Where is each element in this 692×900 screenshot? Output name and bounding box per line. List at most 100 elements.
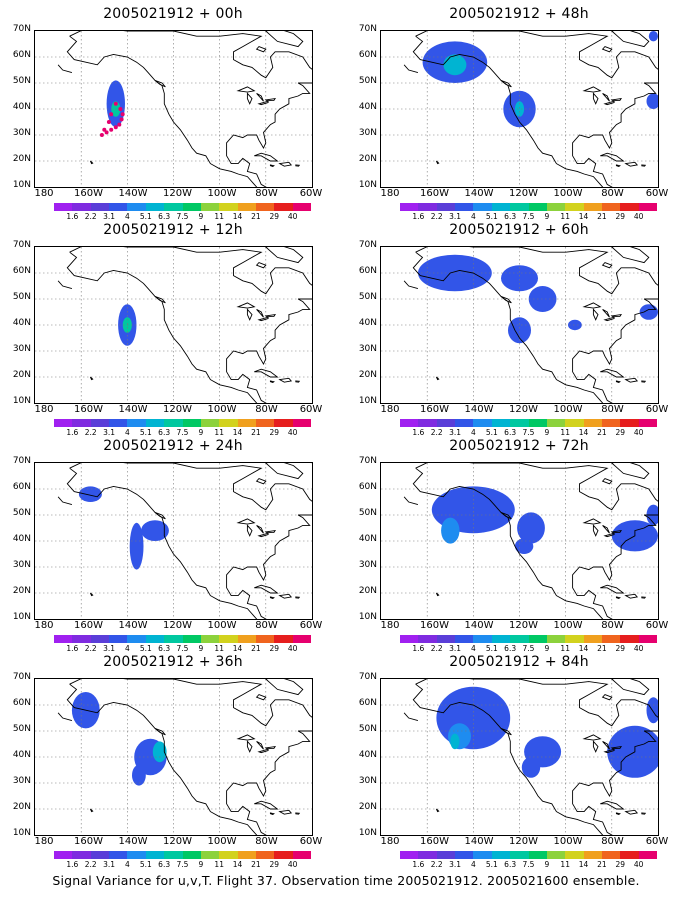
coastline [435,376,440,381]
colorbar [400,419,658,427]
latitude-label: 70N [358,24,377,34]
longitude-label: 120W [163,404,192,415]
coastline [641,596,647,599]
latitude-label: 70N [12,456,31,466]
colorbar-swatch [638,851,658,859]
colorbar [54,851,312,859]
colorbar-label: 14 [232,212,243,221]
coastline [592,92,599,105]
colorbar-label: 2.2 [84,860,97,869]
latitude-label: 40N [358,534,377,544]
coastline [264,98,277,102]
coastline [435,592,440,597]
latitude-label: 20N [358,370,377,380]
latitude-label: 70N [12,672,31,682]
map-plot-area [34,678,313,836]
colorbar-swatch [219,851,238,859]
latitude-label: 30N [12,128,31,138]
colorbar-swatch [127,203,146,211]
colorbar-swatch [455,635,474,643]
coastline [412,31,658,187]
colorbar-label: 14 [578,212,589,221]
coastline [582,86,602,93]
longitude-label: 80W [255,620,278,631]
colorbar-swatch [219,419,238,427]
longitude-label: 100W [207,620,237,631]
colorbar-label: 21 [597,428,607,437]
colorbar-swatch [292,203,312,211]
latitude-label: 70N [12,24,31,34]
map-panel: 2005021912 + 36h 70N 60N 50N 40N 30N 20N 10N 180… [0,648,346,869]
colorbar-swatch [54,851,73,859]
coastline [154,511,166,520]
longitude-label: 60W [645,188,669,199]
coastline [592,308,599,321]
longitude-label: 80W [601,404,624,415]
longitude-label: 60W [645,836,669,847]
coastline [624,593,639,599]
colorbar-label: 21 [251,860,261,869]
colorbar-label: 40 [633,212,644,221]
coastline [265,247,304,264]
colorbar-swatch [436,635,456,643]
colorbar-label: 29 [269,428,280,437]
flight-track-point [119,117,124,122]
colorbar-label: 2.2 [430,860,443,869]
coastline [255,694,267,701]
coastline [615,164,621,168]
colorbar-swatch [620,635,639,643]
colorbar-label: 21 [251,428,261,437]
coastline [278,809,293,815]
latitude-label: 20N [12,586,31,596]
colorbar-swatch [127,419,146,427]
latitude-label: 20N [12,802,31,812]
colorbar-swatch [473,419,492,427]
coastline [265,679,304,696]
colorbar-label: 1.6 [412,860,425,869]
colorbar-label: 21 [251,644,261,653]
longitude-label: 140W [118,188,148,199]
longitude-label: 100W [553,404,583,415]
coastline [89,376,94,381]
colorbar-label: 9 [544,644,550,653]
longitude-label: 100W [553,188,583,199]
colorbar-label: 1.6 [66,428,79,437]
colorbar-swatch [583,203,602,211]
colorbar-label: 7.5 [176,860,189,869]
colorbar-swatch [145,419,165,427]
coastline [435,160,440,165]
colorbar-swatch [219,635,238,643]
map-svg [381,679,658,835]
colorbar-label: 7.5 [522,860,535,869]
variance-blob [129,522,144,570]
colorbar-label: 6.3 [158,644,171,653]
colorbar-swatch [528,851,547,859]
variance-blob [508,317,531,344]
map-panel: 2005021912 + 12h 70N 60N 50N 40N 30N 20N 10N 180… [0,216,346,437]
coastline [89,592,94,597]
colorbar-label: 1.6 [66,860,79,869]
colorbar-label: 2.2 [84,428,97,437]
coastline [500,295,512,304]
colorbar-label: 5.1 [485,860,498,869]
colorbar-label: 3.1 [103,644,116,653]
latitude-label: 20N [358,586,377,596]
latitude-label: 40N [358,102,377,112]
longitude-label: 140W [118,836,148,847]
longitude-label: 80W [255,188,278,199]
figure-caption: Signal Variance for u,v,T. Flight 37. Ob… [52,873,640,888]
longitude-label: 180 [34,188,54,199]
colorbar-label: 4 [125,860,130,869]
longitude-label: 100W [207,404,237,415]
colorbar-label: 14 [232,860,243,869]
coastline [269,812,275,816]
longitude-label: 60W [299,836,323,847]
colorbar-swatch [109,635,128,643]
longitude-label: 180 [380,404,400,415]
colorbar-swatch [473,851,492,859]
colorbar-label: 1.6 [412,644,425,653]
coastline [600,368,625,378]
colorbar-label: 3.1 [103,860,116,869]
coastline [256,741,264,750]
longitude-label: 140W [464,836,494,847]
